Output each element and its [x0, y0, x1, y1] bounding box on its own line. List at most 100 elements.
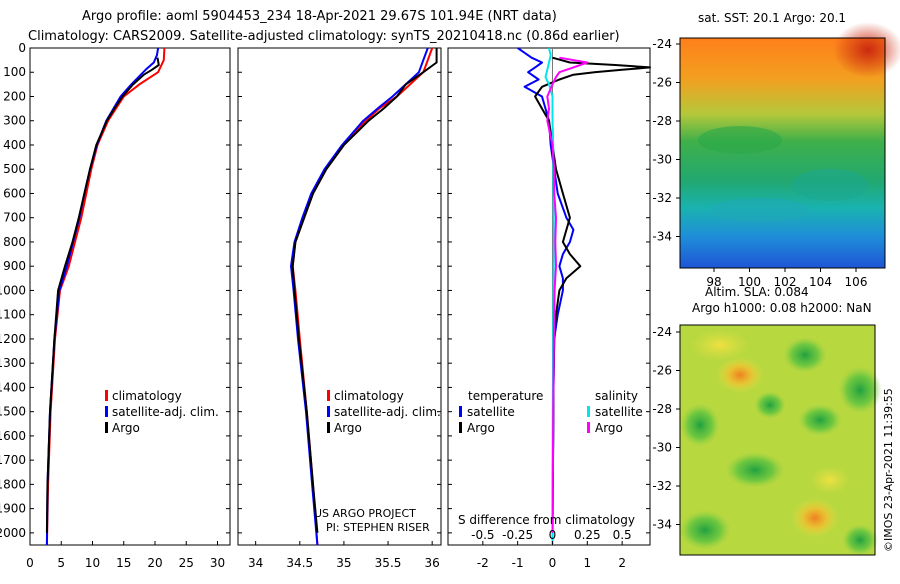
depth-tick-label: 1800 — [0, 477, 26, 491]
sst-heatmap — [680, 38, 885, 268]
lon-tick-label: 100 — [738, 275, 761, 289]
header-line-1: Argo profile: aoml 5904453_234 18-Apr-20… — [82, 9, 557, 24]
x-tick-label: 25 — [179, 556, 194, 570]
x-tick-label: -2 — [477, 556, 489, 570]
legend-label-sal-argo: Argo — [595, 421, 623, 435]
depth-tick-label: 500 — [3, 162, 26, 176]
x-tick-label: 5 — [57, 556, 65, 570]
legend-swatch-temp-argo — [459, 422, 462, 433]
lat-tick-label: -24 — [652, 325, 672, 339]
lat-tick-label: -26 — [652, 364, 672, 378]
sla-blob — [716, 357, 764, 393]
depth-tick-label: 0 — [18, 41, 26, 55]
legend-label-climatology: climatology — [112, 389, 182, 403]
watermark: ©IMOS 23-Apr-2021 11:39:55 — [882, 388, 895, 552]
legend-header-salinity: salinity — [595, 389, 638, 403]
series-argo — [291, 48, 438, 533]
legend-label-sal-satellite: satellite — [595, 405, 643, 419]
temperature-legend: climatology satellite-adj. clim. Argo — [105, 389, 219, 435]
lat-tick-label: -24 — [652, 37, 672, 51]
secondary-tick-label: 0 — [549, 528, 557, 542]
x-tick-label: 30 — [210, 556, 225, 570]
header-line-2: Climatology: CARS2009. Satellite-adjuste… — [28, 29, 620, 44]
sla-blob — [754, 391, 786, 419]
sst-eddy — [710, 198, 810, 222]
depth-tick-label: 1300 — [0, 356, 26, 370]
legend-label-climatology: climatology — [334, 389, 404, 403]
sla-blob — [725, 452, 785, 488]
series-argo — [45, 57, 160, 533]
sla-blob — [690, 329, 750, 361]
lat-tick-label: -34 — [652, 230, 672, 244]
difference-series — [448, 47, 651, 546]
legend-swatch-argo — [327, 422, 330, 433]
x-axis-ticks: 0 5 10 15 20 25 30 34 34.5 35 35.5 36 -2 -1 0 1 2 — [26, 541, 626, 570]
series-temperature-argo — [534, 56, 651, 533]
legend-label-satellite: satellite-adj. clim. — [334, 405, 441, 419]
depth-tick-label: 600 — [3, 186, 26, 200]
legend-label-argo: Argo — [334, 421, 362, 435]
sst-lon-axis: 98 100 102 104 106 — [706, 268, 867, 289]
legend-swatch-argo — [105, 422, 108, 433]
series-salinity-argo — [546, 56, 589, 533]
credit-project: US ARGO PROJECT — [314, 507, 416, 520]
legend-swatch-sal-satellite — [587, 406, 590, 417]
depth-tick-label: 2000 — [0, 526, 26, 540]
legend-swatch-satellite — [105, 406, 108, 417]
x-tick-label: 34.5 — [286, 556, 313, 570]
sst-map-frame — [679, 37, 886, 269]
difference-legend: temperature salinity satellite Argo sate… — [459, 389, 643, 435]
credit-pi: PI: STEPHEN RISER — [326, 521, 430, 534]
depth-tick-label: 900 — [3, 259, 26, 273]
depth-tick-label: 1900 — [0, 502, 26, 516]
depth-tick-label: 1000 — [0, 283, 26, 297]
depth-tick-label: 1500 — [0, 405, 26, 419]
depth-tick-label: 800 — [3, 235, 26, 249]
legend-label-temp-argo: Argo — [467, 421, 495, 435]
lon-tick-label: 102 — [774, 275, 797, 289]
lat-tick-label: -30 — [652, 153, 672, 167]
sla-blob — [680, 403, 720, 447]
secondary-tick-label: 0.25 — [574, 528, 601, 542]
sst-map: -24 -26 -28 -30 -32 -34 98 100 102 104 106 — [652, 22, 900, 289]
lat-tick-label: -30 — [652, 441, 672, 455]
legend-swatch-satellite — [327, 406, 330, 417]
sst-eddy — [698, 126, 782, 154]
sla-lat-axis: -24 -26 -28 -30 -32 -34 — [652, 325, 680, 532]
depth-tick-label: 1700 — [0, 453, 26, 467]
sla-blob — [679, 510, 731, 550]
temperature-panel — [29, 47, 231, 546]
legend-label-temp-satellite: satellite — [467, 405, 515, 419]
x-tick-label: 20 — [147, 556, 162, 570]
depth-tick-label: 700 — [3, 211, 26, 225]
sla-map: -24 -26 -28 -30 -32 -34 — [652, 324, 882, 556]
x-tick-label: 0 — [549, 556, 557, 570]
lat-tick-label: -34 — [652, 518, 672, 532]
legend-swatch-sal-argo — [587, 422, 590, 433]
sla-blob — [810, 466, 850, 494]
lat-tick-label: -32 — [652, 191, 672, 205]
secondary-tick-label: 0.5 — [613, 528, 632, 542]
lon-tick-label: 106 — [845, 275, 868, 289]
x-tick-label: 15 — [116, 556, 131, 570]
secondary-x-ticks: -0.5 -0.25 0 0.25 0.5 — [471, 528, 632, 542]
x-tick-label: 1 — [583, 556, 591, 570]
legend-label-argo: Argo — [112, 421, 140, 435]
salinity-legend: climatology satellite-adj. clim. Argo — [327, 389, 441, 435]
sst-lat-axis: -24 -26 -28 -30 -32 -34 — [652, 37, 680, 244]
sst-warm-patch — [833, 22, 900, 78]
temperature-series — [30, 47, 230, 546]
sla-map-frame — [679, 324, 876, 556]
lon-tick-label: 104 — [809, 275, 832, 289]
sla-blob — [783, 337, 827, 373]
difference-title: S difference from climatology — [458, 513, 635, 527]
lon-tick-label: 98 — [706, 275, 721, 289]
x-tick-label: -1 — [512, 556, 524, 570]
salinity-panel — [237, 47, 442, 546]
depth-axis: 0 100 200 300 400 500 600 700 800 900 1000 1100 1200… — [0, 41, 26, 540]
x-tick-label: 2 — [618, 556, 626, 570]
sla-blob — [842, 524, 878, 556]
lat-tick-label: -28 — [652, 114, 672, 128]
legend-swatch-climatology — [105, 390, 108, 401]
lat-tick-label: -26 — [652, 76, 672, 90]
